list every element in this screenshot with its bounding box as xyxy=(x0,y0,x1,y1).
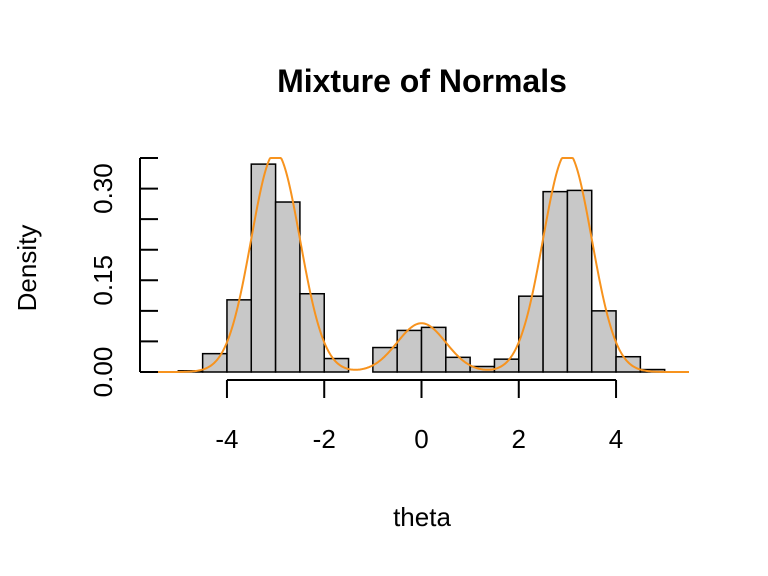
histogram-bar xyxy=(250,163,277,373)
x-tick-label: 4 xyxy=(609,424,623,454)
x-axis: -4 -2 0 2 4 xyxy=(215,379,623,454)
x-tick-label: -2 xyxy=(313,424,336,454)
y-axis: 0.00 0.15 0.30 xyxy=(88,157,158,398)
histogram-bar xyxy=(542,190,569,373)
y-tick-label: 0.00 xyxy=(88,347,118,398)
histogram-bar xyxy=(445,356,471,373)
y-axis-title: Density xyxy=(12,225,42,312)
histogram-bar xyxy=(274,201,301,373)
x-tick-label: 0 xyxy=(414,424,428,454)
histogram-bar xyxy=(226,299,253,373)
histogram-bar xyxy=(615,355,642,373)
histogram-bars xyxy=(177,163,666,373)
y-tick-label: 0.15 xyxy=(88,255,118,306)
chart-title: Mixture of Normals xyxy=(277,63,567,99)
x-axis-title: theta xyxy=(393,502,451,532)
histogram-bar xyxy=(590,310,617,373)
y-tick-label: 0.30 xyxy=(88,163,118,214)
histogram-bar xyxy=(372,346,398,373)
x-tick-label: -4 xyxy=(215,424,238,454)
x-tick-label: 2 xyxy=(512,424,526,454)
histogram-bar xyxy=(323,357,350,373)
histogram-bar xyxy=(420,326,447,373)
density-curve xyxy=(154,157,689,373)
